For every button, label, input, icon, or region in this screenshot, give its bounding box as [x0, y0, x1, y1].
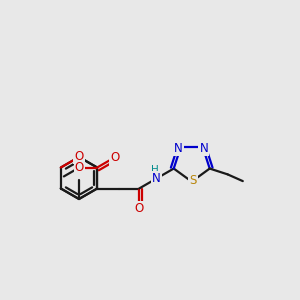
Text: N: N: [200, 142, 208, 155]
Text: N: N: [152, 172, 161, 185]
Text: O: O: [74, 149, 84, 163]
Text: O: O: [110, 151, 119, 164]
Text: O: O: [75, 161, 84, 174]
Text: H: H: [151, 164, 158, 175]
Text: N: N: [174, 142, 183, 155]
Text: S: S: [189, 174, 196, 187]
Text: O: O: [135, 202, 144, 215]
